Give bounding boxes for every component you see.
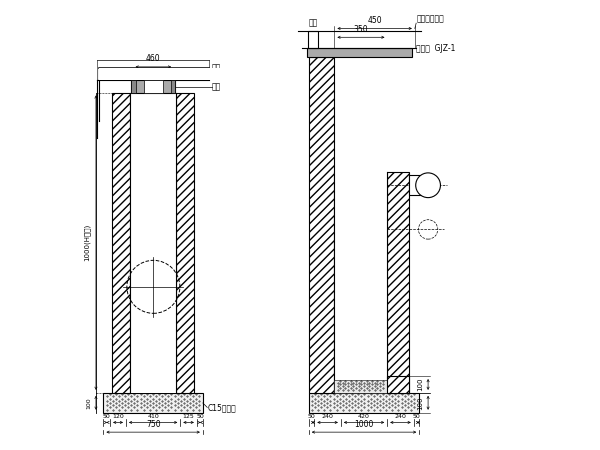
Text: 350: 350 xyxy=(353,25,368,34)
Bar xyxy=(308,31,317,48)
Text: 100: 100 xyxy=(86,397,92,409)
Text: 1000(H可变): 1000(H可变) xyxy=(84,224,91,261)
Circle shape xyxy=(416,173,440,198)
Bar xyxy=(307,48,412,57)
Text: 钢筋混凝土板: 钢筋混凝土板 xyxy=(416,14,444,23)
Bar xyxy=(112,93,130,393)
Text: 420: 420 xyxy=(358,414,370,419)
Text: 盖子: 盖子 xyxy=(212,63,221,72)
Text: 井子: 井子 xyxy=(212,82,221,91)
Bar xyxy=(131,80,136,93)
Bar xyxy=(176,93,194,393)
Text: 125: 125 xyxy=(183,414,194,419)
Bar xyxy=(388,376,409,393)
Bar xyxy=(171,80,175,93)
Bar xyxy=(131,80,175,93)
Text: 750: 750 xyxy=(146,419,160,428)
Bar xyxy=(334,172,388,393)
Text: 50: 50 xyxy=(196,414,204,419)
Text: 1000: 1000 xyxy=(355,419,374,428)
Text: 100: 100 xyxy=(418,378,424,391)
Bar xyxy=(388,172,409,393)
Text: 50: 50 xyxy=(103,414,110,419)
Bar xyxy=(409,176,428,195)
Bar xyxy=(144,80,163,93)
Text: 240: 240 xyxy=(395,414,406,419)
Bar xyxy=(99,68,234,80)
Text: 460: 460 xyxy=(146,54,161,63)
Bar xyxy=(334,380,388,393)
Text: 410: 410 xyxy=(147,414,159,419)
Text: 50: 50 xyxy=(308,414,316,419)
Text: 50: 50 xyxy=(413,414,421,419)
Text: 框架: 框架 xyxy=(308,18,317,27)
Bar xyxy=(309,57,334,393)
Bar xyxy=(103,393,203,413)
Text: 标准图  GJZ-1: 标准图 GJZ-1 xyxy=(416,44,455,53)
Text: C15混凝土: C15混凝土 xyxy=(207,403,236,412)
Text: 120: 120 xyxy=(112,414,124,419)
Text: 450: 450 xyxy=(367,16,382,25)
Text: 240: 240 xyxy=(322,414,334,419)
Bar xyxy=(309,393,419,413)
Bar xyxy=(130,93,176,393)
Text: 100: 100 xyxy=(418,396,424,410)
